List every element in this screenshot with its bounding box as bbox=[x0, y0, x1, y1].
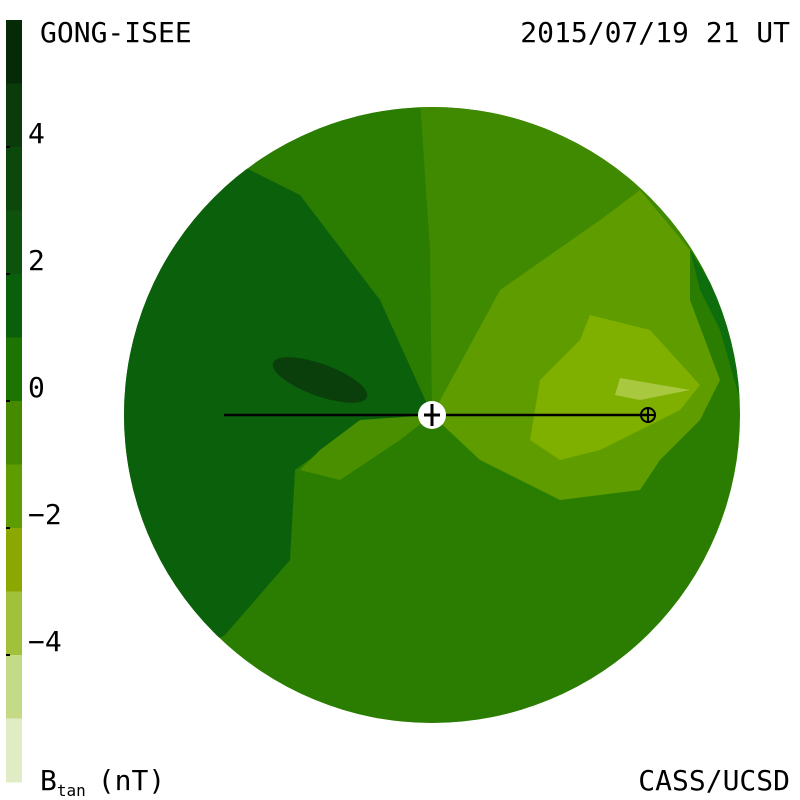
tick-label: 0 bbox=[28, 371, 45, 404]
tick-label: −2 bbox=[28, 498, 62, 531]
colorbar-band bbox=[6, 274, 22, 338]
region bbox=[530, 315, 700, 460]
colorbar-band bbox=[6, 210, 22, 275]
colorbar-band bbox=[6, 464, 22, 529]
region bbox=[272, 357, 368, 403]
unit: (nT) bbox=[98, 764, 165, 797]
region bbox=[124, 107, 432, 700]
colorbar-band bbox=[6, 83, 22, 148]
region bbox=[300, 415, 432, 480]
date: 2015/07/19 21 UT bbox=[520, 16, 790, 49]
colorbar-band bbox=[6, 528, 22, 592]
colorbar-band bbox=[6, 401, 22, 465]
region bbox=[690, 250, 740, 400]
tick-label: 2 bbox=[28, 244, 45, 277]
credit: CASS/UCSD bbox=[638, 764, 790, 797]
subscript: tan bbox=[57, 781, 86, 800]
colorbar-band bbox=[6, 20, 22, 84]
colorbar-band bbox=[6, 147, 22, 211]
colorbar: 4 2 0 −2 −4 bbox=[6, 20, 62, 783]
colorbar-label: Btan (nT) bbox=[40, 764, 165, 800]
source: GONG-ISEE bbox=[40, 16, 192, 49]
symbol: B bbox=[40, 764, 57, 797]
region bbox=[615, 378, 690, 400]
colorbar-band bbox=[6, 718, 22, 783]
tick-label: 4 bbox=[28, 117, 45, 150]
colorbar-band bbox=[6, 337, 22, 402]
tick-label: −4 bbox=[28, 625, 62, 658]
colorbar-band bbox=[6, 655, 22, 719]
colorbar-band bbox=[6, 591, 22, 656]
